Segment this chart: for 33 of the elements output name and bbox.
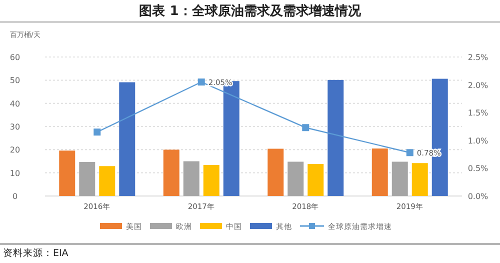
y-tick-label: 40 [10,99,20,108]
y2-tick-label: 0.0% [468,192,489,201]
bar [99,166,116,196]
y-tick-label: 0 [12,192,18,201]
y2-tick-label: 0.5% [468,164,489,174]
bar [392,162,408,196]
bar [119,82,136,196]
point [94,128,101,136]
point [302,124,310,132]
bar [308,164,324,196]
bar [412,163,428,196]
y-tick-label: 20 [10,146,20,155]
bar [59,150,76,196]
bar [288,162,304,196]
y-tick-label: 10 [10,168,20,178]
y2-tick-label: 2.5% [468,53,489,62]
y-tick-label: 30 [10,122,20,132]
bar [183,161,200,196]
bar [163,150,180,196]
y-tick-label: 60 [10,53,20,62]
bar [203,164,220,196]
point [198,78,205,86]
bar [79,162,96,196]
bar [328,80,344,196]
y2-tick-label: 2.0% [468,80,489,90]
bar [268,148,284,196]
y-tick-label: 50 [10,76,20,86]
chart-title: 图表 1：全球原油需求及需求增速情况 [139,3,362,19]
point [406,149,414,156]
text: 资料来源：EIA [3,247,69,259]
bar [372,148,388,196]
y2-tick-label: 1.0% [468,136,489,146]
y2-tick-label: 1.5% [468,108,489,118]
